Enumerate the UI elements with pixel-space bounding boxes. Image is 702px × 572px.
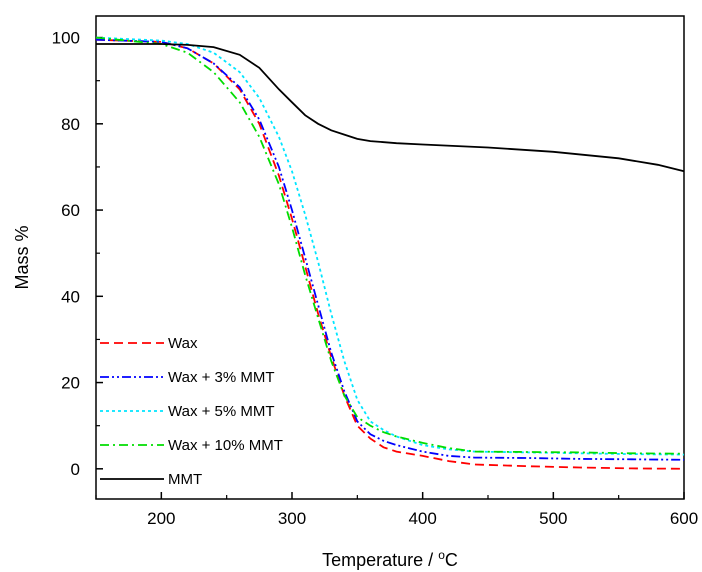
- series-line-2: [95, 36, 685, 456]
- legend: Wax Wax + 3% MMT Wax + 5% MMT Wax + 10% MMT…: [100, 335, 283, 488]
- y-tick-label: 40: [61, 287, 80, 306]
- y-tick-label: 0: [71, 460, 80, 479]
- x-tick-label: 300: [278, 509, 306, 528]
- series-line-4: [96, 43, 685, 173]
- axis-ticks: 200 300 400 500 600 0 20 40 60 80 100: [52, 29, 699, 528]
- legend-label-2: Wax + 5% MMT: [168, 403, 275, 420]
- x-axis-title-main: Temperature /: [322, 550, 438, 570]
- x-tick-label: 600: [670, 509, 698, 528]
- x-axis-title: Temperature / oC: [322, 548, 458, 570]
- x-tick-label: 200: [147, 509, 175, 528]
- y-tick-label: 100: [52, 29, 80, 48]
- x-tick-label: 500: [539, 509, 567, 528]
- x-axis-title-unit: C: [445, 550, 458, 570]
- series-layer: [95, 36, 685, 470]
- x-axis-title-degree: o: [438, 548, 445, 562]
- y-tick-label: 60: [61, 201, 80, 220]
- legend-label-3: Wax + 10% MMT: [168, 437, 283, 454]
- y-tick-label: 20: [61, 374, 80, 393]
- x-tick-label: 400: [408, 509, 436, 528]
- plot-frame: [95, 15, 685, 500]
- y-axis-title: Mass %: [12, 225, 32, 289]
- legend-label-1: Wax + 3% MMT: [168, 369, 275, 386]
- series-line-1: [95, 38, 685, 461]
- legend-label-0: Wax: [168, 335, 198, 352]
- series-line-3: [95, 36, 685, 455]
- legend-label-4: MMT: [168, 471, 202, 488]
- y-tick-label: 80: [61, 115, 80, 134]
